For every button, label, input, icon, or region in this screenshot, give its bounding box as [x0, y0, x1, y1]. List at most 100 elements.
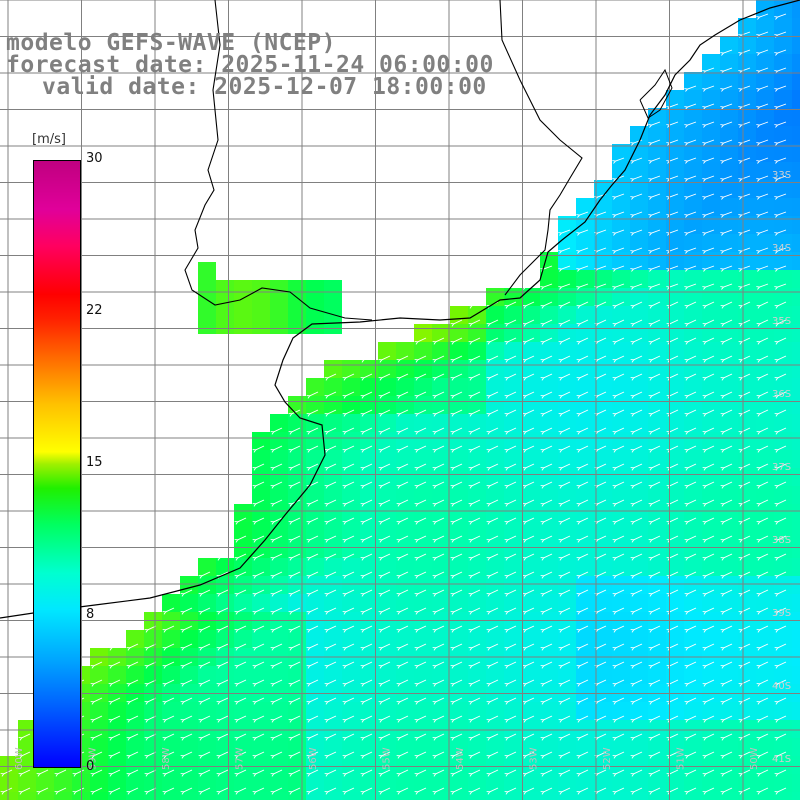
wind-arrow-head [414, 341, 419, 345]
wind-arrow [507, 625, 517, 631]
wind-arrow [723, 661, 733, 667]
wind-arrow-head [540, 719, 545, 723]
wind-arrow-head [558, 377, 563, 381]
wind-arrow [579, 625, 589, 631]
field-cell [252, 666, 270, 684]
wind-arrow [723, 535, 733, 541]
wind-arrow-head [396, 647, 401, 651]
wind-arrow [381, 427, 391, 433]
wind-arrow [345, 769, 355, 775]
wind-arrow-head [180, 791, 185, 795]
field-cell [486, 396, 504, 414]
field-cell [540, 666, 558, 684]
field-cell [612, 576, 630, 594]
field-cell [324, 666, 342, 684]
wind-arrow [687, 229, 697, 234]
wind-arrow [417, 427, 427, 433]
field-cell [0, 756, 18, 774]
field-cell [792, 72, 800, 90]
wind-arrow-head [522, 557, 527, 561]
wind-arrow [453, 535, 463, 541]
wind-arrow-head [648, 413, 653, 417]
field-cell [648, 378, 666, 396]
wind-arrow-head [468, 575, 473, 579]
field-cell [630, 702, 648, 720]
wind-arrow-head [180, 719, 185, 723]
wind-arrow-head [378, 719, 383, 723]
wind-arrow-head [684, 719, 689, 723]
wind-arrow [435, 499, 445, 505]
field-cell [612, 486, 630, 504]
field-cell [756, 342, 774, 360]
wind-arrow-head [684, 593, 689, 597]
wind-arrow-head [450, 683, 455, 687]
field-cell [756, 306, 774, 324]
field-cell [90, 720, 108, 738]
field-cell [432, 378, 450, 396]
wind-arrow-head [126, 773, 131, 777]
wind-arrow-head [378, 791, 383, 795]
field-cell [252, 630, 270, 648]
wind-arrow-head [216, 701, 221, 705]
wind-arrow [615, 445, 625, 451]
wind-arrow-head [396, 665, 401, 669]
wind-arrow [705, 499, 715, 505]
field-cell [378, 396, 396, 414]
wind-arrow [777, 787, 787, 793]
field-cell [432, 756, 450, 774]
field-cell [720, 450, 738, 468]
wind-arrow-head [612, 377, 617, 381]
wind-arrow-head [540, 341, 545, 345]
wind-arrow-head [702, 737, 707, 741]
wind-arrow [237, 571, 247, 577]
field-cell [684, 666, 702, 684]
field-cell [360, 738, 378, 756]
wind-arrow [633, 337, 643, 343]
wind-arrow [201, 679, 211, 685]
field-cell [558, 756, 576, 774]
wind-arrow-head [684, 647, 689, 651]
field-cell [792, 234, 800, 252]
wind-arrow-head [468, 521, 473, 525]
wind-arrow-head [738, 575, 743, 579]
wind-arrow-head [468, 359, 473, 363]
field-cell [450, 414, 468, 432]
field-cell [486, 522, 504, 540]
field-cell [612, 144, 630, 162]
wind-arrow [561, 553, 571, 559]
wind-arrow-head [432, 431, 437, 435]
wind-arrow-head [252, 755, 257, 759]
wind-arrow-head [576, 719, 581, 723]
wind-arrow-head [702, 521, 707, 525]
wind-arrow [579, 301, 589, 307]
field-cell [432, 666, 450, 684]
wind-arrow-head [270, 629, 275, 633]
field-cell [342, 396, 360, 414]
wind-arrow-head [702, 665, 707, 669]
wind-arrow [723, 571, 733, 577]
wind-arrow [291, 427, 301, 433]
wind-arrow [435, 535, 445, 541]
wind-arrow [669, 391, 679, 397]
field-cell [180, 666, 198, 684]
field-cell [144, 774, 162, 792]
field-cell [612, 252, 630, 270]
wind-arrow [651, 193, 661, 198]
field-cell [756, 144, 774, 162]
field-cell [576, 396, 594, 414]
wind-arrow [759, 625, 769, 631]
wind-arrow [525, 517, 535, 523]
wind-arrow-head [486, 791, 491, 795]
field-cell [216, 720, 234, 738]
field-cell [126, 756, 144, 774]
field-cell [486, 504, 504, 522]
wind-arrow [417, 499, 427, 505]
wind-arrow-head [378, 395, 383, 399]
wind-arrow [579, 535, 589, 541]
field-cell [612, 468, 630, 486]
wind-arrow-head [414, 647, 419, 651]
wind-arrow [561, 463, 571, 469]
wind-arrow-head [630, 160, 635, 164]
wind-arrow [507, 751, 517, 757]
